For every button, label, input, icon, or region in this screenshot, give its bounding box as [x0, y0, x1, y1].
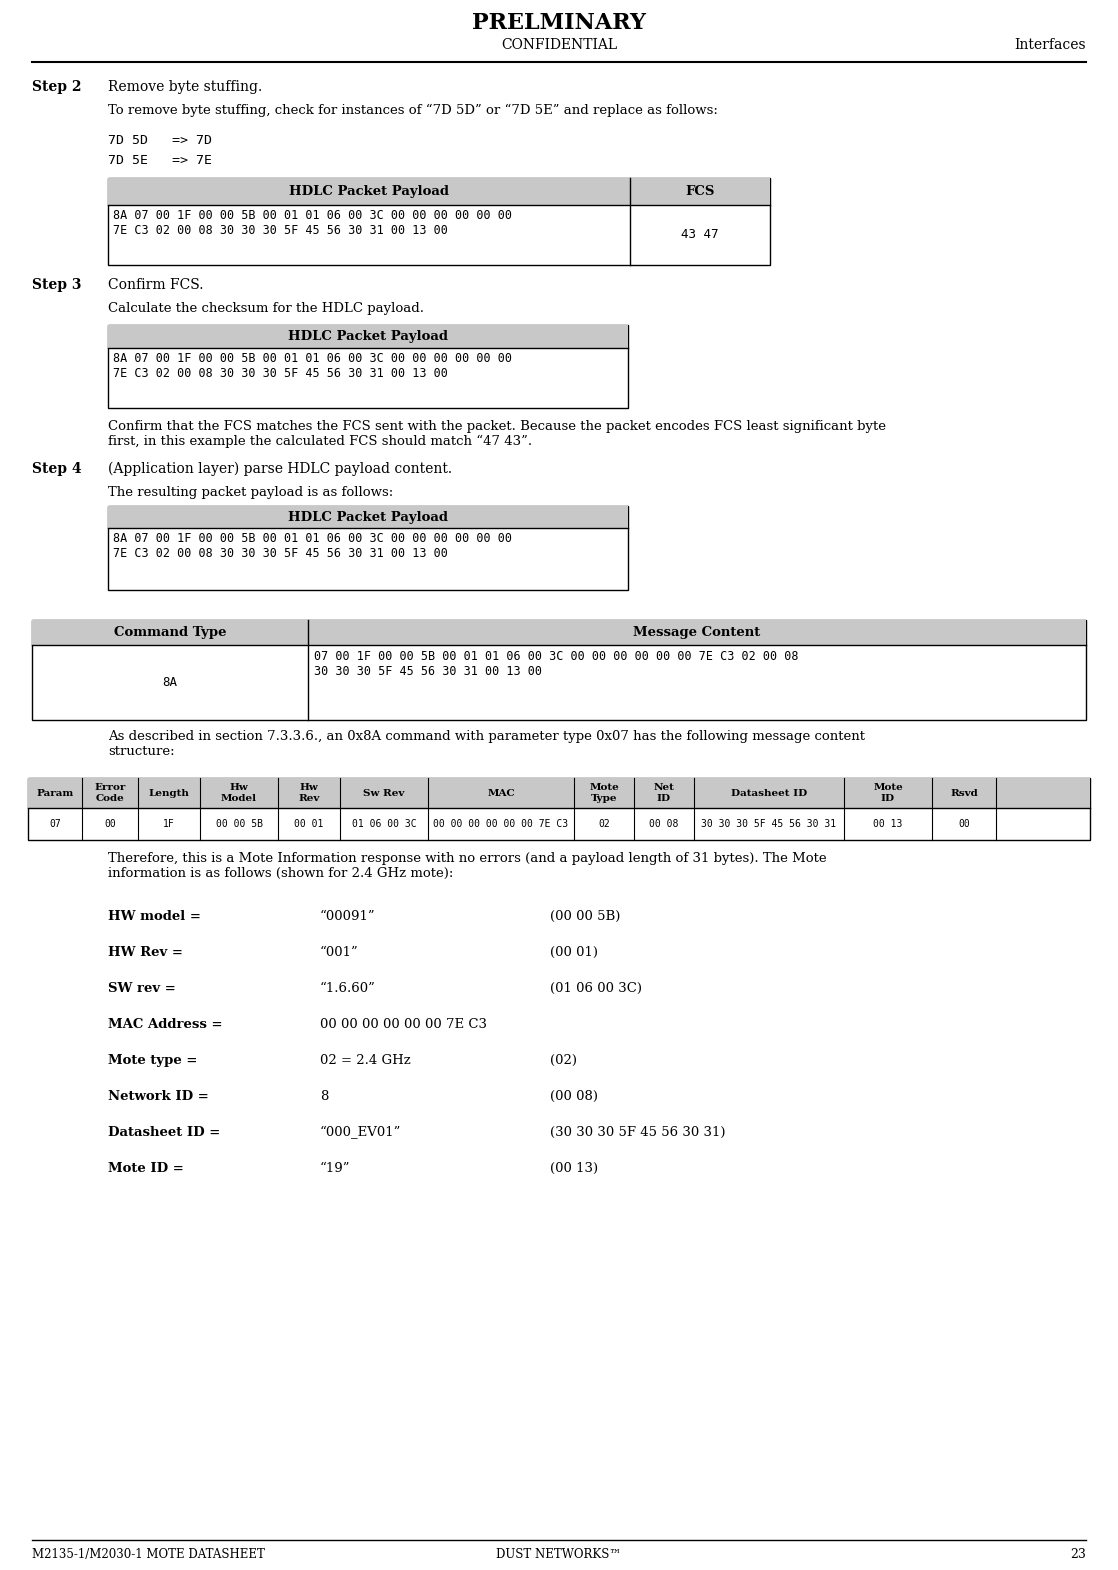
Text: Mote
Type: Mote Type: [589, 783, 619, 802]
Text: Datasheet ID: Datasheet ID: [731, 788, 807, 798]
Text: To remove byte stuffing, check for instances of “7D 5D” or “7D 5E” and replace a: To remove byte stuffing, check for insta…: [108, 104, 718, 118]
Text: (30 30 30 5F 45 56 30 31): (30 30 30 5F 45 56 30 31): [550, 1126, 726, 1138]
Text: 7D 5E   => 7E: 7D 5E => 7E: [108, 154, 212, 166]
Text: “00091”: “00091”: [320, 911, 376, 923]
Text: 00 08: 00 08: [650, 820, 679, 829]
Text: Hw
Rev: Hw Rev: [299, 783, 320, 802]
Text: Confirm FCS.: Confirm FCS.: [108, 278, 203, 292]
Text: CONFIDENTIAL: CONFIDENTIAL: [501, 38, 617, 52]
Text: 01 06 00 3C: 01 06 00 3C: [352, 820, 416, 829]
Bar: [108, 177, 770, 206]
Bar: [108, 506, 628, 528]
Text: As described in section 7.3.3.6., an 0x8A command with parameter type 0x07 has t: As described in section 7.3.3.6., an 0x8…: [108, 730, 865, 758]
Text: 43 47: 43 47: [681, 229, 719, 242]
Text: Calculate the checksum for the HDLC payload.: Calculate the checksum for the HDLC payl…: [108, 301, 424, 316]
Text: MAC Address =: MAC Address =: [108, 1017, 222, 1031]
Text: 30 30 30 5F 45 56 30 31: 30 30 30 5F 45 56 30 31: [701, 820, 836, 829]
Text: HW Rev =: HW Rev =: [108, 947, 183, 959]
Text: 00 01: 00 01: [294, 820, 324, 829]
Bar: [32, 620, 1086, 721]
Text: HDLC Packet Payload: HDLC Packet Payload: [288, 330, 448, 342]
Text: Interfaces: Interfaces: [1014, 38, 1086, 52]
Text: (00 13): (00 13): [550, 1162, 598, 1174]
Bar: [108, 177, 770, 265]
Text: 00: 00: [958, 820, 970, 829]
Bar: [108, 325, 628, 408]
Text: (00 08): (00 08): [550, 1090, 598, 1104]
Text: Param: Param: [37, 788, 74, 798]
Text: DUST NETWORKS™: DUST NETWORKS™: [496, 1548, 622, 1561]
Text: Step 2: Step 2: [32, 80, 82, 94]
Text: “000_EV01”: “000_EV01”: [320, 1126, 401, 1140]
Text: 00: 00: [104, 820, 116, 829]
Text: 1F: 1F: [163, 820, 174, 829]
Text: The resulting packet payload is as follows:: The resulting packet payload is as follo…: [108, 487, 394, 499]
Text: (01 06 00 3C): (01 06 00 3C): [550, 981, 642, 995]
Text: SW rev =: SW rev =: [108, 981, 176, 995]
Text: HDLC Packet Payload: HDLC Packet Payload: [288, 510, 448, 523]
Text: “001”: “001”: [320, 947, 359, 959]
Text: Step 3: Step 3: [32, 278, 82, 292]
Text: Command Type: Command Type: [114, 626, 226, 639]
Text: 07: 07: [49, 820, 60, 829]
Text: Error
Code: Error Code: [94, 783, 125, 802]
Text: (00 01): (00 01): [550, 947, 598, 959]
Text: Remove byte stuffing.: Remove byte stuffing.: [108, 80, 263, 94]
Bar: [32, 620, 1086, 645]
Text: 07 00 1F 00 00 5B 00 01 01 06 00 3C 00 00 00 00 00 00 7E C3 02 00 08
30 30 30 5F: 07 00 1F 00 00 5B 00 01 01 06 00 3C 00 0…: [314, 650, 798, 678]
Bar: [28, 779, 1090, 809]
Text: Mote type =: Mote type =: [108, 1053, 198, 1068]
Bar: [28, 779, 1090, 840]
Text: (00 00 5B): (00 00 5B): [550, 911, 620, 923]
Text: Length: Length: [149, 788, 189, 798]
Text: Network ID =: Network ID =: [108, 1090, 209, 1104]
Text: M2135-1/M2030-1 MOTE DATASHEET: M2135-1/M2030-1 MOTE DATASHEET: [32, 1548, 265, 1561]
Text: “1.6.60”: “1.6.60”: [320, 981, 376, 995]
Bar: [108, 325, 628, 349]
Text: HDLC Packet Payload: HDLC Packet Payload: [288, 185, 449, 198]
Text: 8A 07 00 1F 00 00 5B 00 01 01 06 00 3C 00 00 00 00 00 00
7E C3 02 00 08 30 30 30: 8A 07 00 1F 00 00 5B 00 01 01 06 00 3C 0…: [113, 532, 512, 560]
Text: Hw
Model: Hw Model: [221, 783, 257, 802]
Text: FCS: FCS: [685, 185, 714, 198]
Text: 02: 02: [598, 820, 610, 829]
Text: HW model =: HW model =: [108, 911, 201, 923]
Text: MAC: MAC: [487, 788, 514, 798]
Text: Confirm that the FCS matches the FCS sent with the packet. Because the packet en: Confirm that the FCS matches the FCS sen…: [108, 421, 885, 449]
Text: Sw Rev: Sw Rev: [363, 788, 405, 798]
Text: Rsvd: Rsvd: [950, 788, 978, 798]
Bar: [108, 506, 628, 590]
Text: Mote ID =: Mote ID =: [108, 1162, 183, 1174]
Text: 7D 5D   => 7D: 7D 5D => 7D: [108, 133, 212, 148]
Text: 8A: 8A: [162, 677, 178, 689]
Text: 00 00 00 00 00 00 7E C3: 00 00 00 00 00 00 7E C3: [434, 820, 569, 829]
Text: PRELMINARY: PRELMINARY: [472, 13, 646, 35]
Text: 8: 8: [320, 1090, 329, 1104]
Text: “19”: “19”: [320, 1162, 351, 1174]
Text: Therefore, this is a Mote Information response with no errors (and a payload len: Therefore, this is a Mote Information re…: [108, 853, 826, 881]
Text: Net
ID: Net ID: [654, 783, 674, 802]
Text: 00 13: 00 13: [873, 820, 902, 829]
Text: 00 00 5B: 00 00 5B: [216, 820, 263, 829]
Text: (02): (02): [550, 1053, 577, 1068]
Text: 00 00 00 00 00 00 7E C3: 00 00 00 00 00 00 7E C3: [320, 1017, 487, 1031]
Text: (Application layer) parse HDLC payload content.: (Application layer) parse HDLC payload c…: [108, 462, 452, 476]
Text: Mote
ID: Mote ID: [873, 783, 903, 802]
Text: 02 = 2.4 GHz: 02 = 2.4 GHz: [320, 1053, 410, 1068]
Text: 8A 07 00 1F 00 00 5B 00 01 01 06 00 3C 00 00 00 00 00 00
7E C3 02 00 08 30 30 30: 8A 07 00 1F 00 00 5B 00 01 01 06 00 3C 0…: [113, 352, 512, 380]
Text: 23: 23: [1070, 1548, 1086, 1561]
Text: Step 4: Step 4: [32, 462, 82, 476]
Text: 8A 07 00 1F 00 00 5B 00 01 01 06 00 3C 00 00 00 00 00 00
7E C3 02 00 08 30 30 30: 8A 07 00 1F 00 00 5B 00 01 01 06 00 3C 0…: [113, 209, 512, 237]
Text: Message Content: Message Content: [634, 626, 760, 639]
Text: Datasheet ID =: Datasheet ID =: [108, 1126, 220, 1138]
